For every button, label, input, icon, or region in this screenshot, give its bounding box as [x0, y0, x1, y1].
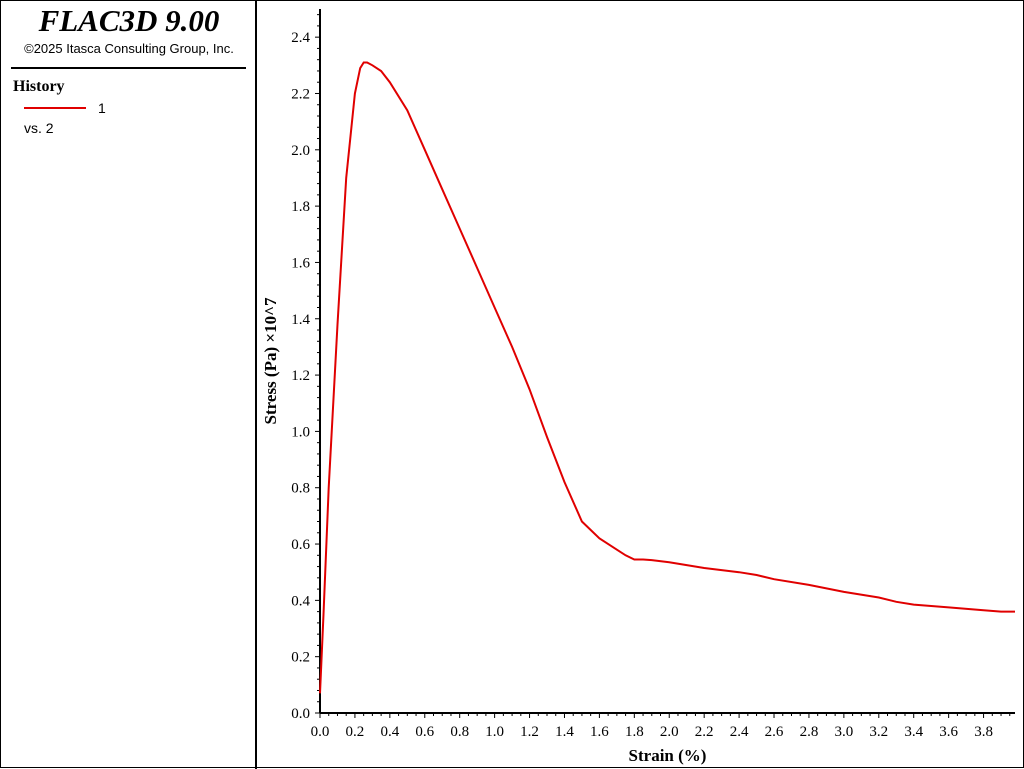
x-tick-label: 3.6: [939, 724, 958, 740]
x-tick-label: 2.6: [765, 724, 784, 740]
y-tick-label: 1.4: [291, 312, 310, 328]
x-tick-label: 0.2: [346, 724, 365, 740]
legend-entry-label: 1: [98, 100, 106, 116]
app-title: FLAC3D 9.00: [38, 3, 220, 38]
y-tick-label: 2.4: [291, 30, 310, 46]
x-tick-label: 3.2: [869, 724, 888, 740]
x-tick-label: 3.0: [834, 724, 853, 740]
x-tick-label: 2.4: [730, 724, 749, 740]
y-tick-label: 1.8: [291, 199, 310, 215]
y-axis-title: Stress (Pa) ×10^7: [261, 297, 280, 424]
x-tick-label: 0.4: [380, 724, 399, 740]
y-tick-label: 2.2: [291, 86, 310, 102]
y-tick-label: 0.4: [291, 593, 310, 609]
x-tick-label: 1.6: [590, 724, 609, 740]
x-tick-label: 3.8: [974, 724, 993, 740]
x-tick-label: 1.2: [520, 724, 539, 740]
series-line-1: [319, 61, 1015, 694]
title-divider: [11, 67, 246, 69]
y-tick-label: 0.0: [291, 706, 310, 722]
x-tick-label: 3.4: [904, 724, 923, 740]
x-tick-label: 1.8: [625, 724, 644, 740]
legend-entry-vs: vs. 2: [24, 120, 54, 136]
x-tick-label: 0.8: [450, 724, 469, 740]
y-tick-label: 0.2: [291, 650, 310, 666]
x-tick-label: 0.6: [415, 724, 434, 740]
legend-heading: History: [13, 78, 65, 95]
legend-panel: FLAC3D 9.00 ©2025 Itasca Consulting Grou…: [1, 1, 257, 769]
y-tick-label: 1.0: [291, 424, 310, 440]
legend-line-swatch: [24, 107, 86, 109]
y-tick-label: 1.2: [291, 368, 310, 384]
x-tick-label: 2.2: [695, 724, 714, 740]
y-tick-label: 0.8: [291, 481, 310, 497]
x-tick-label: 1.4: [555, 724, 574, 740]
y-tick-label: 2.0: [291, 143, 310, 159]
y-tick-label: 0.6: [291, 537, 310, 553]
x-tick-label: 2.8: [800, 724, 819, 740]
x-tick-label: 0.0: [311, 724, 330, 740]
x-tick-label: 2.0: [660, 724, 679, 740]
copyright-text: ©2025 Itasca Consulting Group, Inc.: [24, 41, 234, 56]
x-axis-title: Strain (%): [629, 746, 707, 765]
y-tick-label: 1.6: [291, 255, 310, 271]
x-tick-label: 1.0: [485, 724, 504, 740]
